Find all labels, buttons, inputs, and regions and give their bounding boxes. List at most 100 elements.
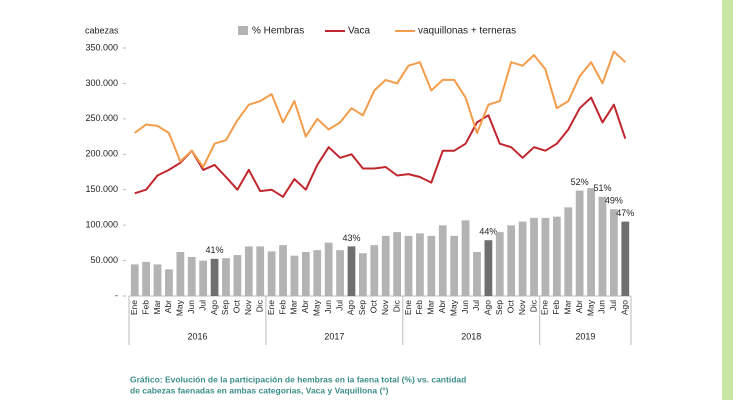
- x-tick-label: Sep: [494, 300, 504, 315]
- x-tick-label: Nov: [517, 299, 527, 315]
- caption: de cabezas faenadas en ambas categorías,…: [130, 385, 389, 395]
- bar: [621, 221, 630, 296]
- bar: [347, 246, 356, 296]
- x-tick-label: Jun: [597, 300, 607, 314]
- x-tick-label: Ago: [483, 300, 493, 315]
- year-label: 2019: [575, 331, 595, 341]
- bar: [404, 235, 413, 296]
- bar: [495, 232, 504, 296]
- bar: [598, 196, 607, 296]
- y-tick-label: 300.000: [85, 78, 118, 88]
- x-tick-label: Mar: [563, 300, 573, 315]
- data-label: 47%: [616, 208, 634, 218]
- legend-label: % Hembras: [252, 26, 304, 37]
- bar: [438, 225, 447, 296]
- bar: [564, 207, 573, 296]
- bar: [187, 256, 196, 296]
- x-tick-label: Feb: [414, 300, 424, 315]
- x-tick-label: Jul: [608, 300, 618, 311]
- line: [134, 50, 626, 168]
- x-tick-label: Jun: [460, 300, 470, 314]
- x-tick-label: Oct: [505, 299, 515, 313]
- x-tick-label: Dic: [528, 299, 538, 312]
- bar: [165, 269, 173, 296]
- bar: [279, 245, 287, 296]
- data-label: 49%: [605, 196, 623, 206]
- legend-label: vaquillonas + terneras: [418, 26, 516, 37]
- x-tick-label: Ago: [209, 300, 219, 315]
- bar: [461, 220, 470, 296]
- x-tick-label: Feb: [140, 300, 150, 315]
- x-tick-label: Oct: [369, 299, 379, 313]
- y-tick-label: -: [115, 290, 118, 300]
- x-tick-label: May: [175, 299, 185, 316]
- bar: [301, 251, 310, 296]
- bar: [130, 264, 139, 296]
- data-label: 41%: [206, 245, 224, 255]
- x-tick-label: Ago: [346, 300, 356, 315]
- x-tick-label: Abr: [300, 300, 310, 313]
- bar: [336, 250, 344, 296]
- x-tick-label: Mar: [152, 300, 162, 315]
- line: [134, 96, 627, 198]
- x-tick-label: Jul: [334, 300, 344, 311]
- bar: [530, 217, 538, 296]
- bar: [256, 246, 265, 296]
- bar: [484, 240, 493, 296]
- bar: [610, 209, 618, 296]
- x-tick-label: Mar: [426, 300, 436, 315]
- bar: [427, 235, 436, 296]
- x-tick-label: Ene: [403, 300, 413, 315]
- x-tick-label: Feb: [277, 300, 287, 315]
- x-tick-label: Sep: [220, 300, 230, 315]
- x-tick-label: Jun: [186, 300, 196, 314]
- bar: [324, 242, 333, 296]
- side-strip: [722, 0, 733, 400]
- x-tick-label: Nov: [380, 299, 390, 315]
- bar: [233, 255, 242, 296]
- y-tick-label: 100.000: [85, 220, 118, 230]
- data-label: 43%: [342, 233, 360, 243]
- year-label: 2018: [461, 331, 481, 341]
- x-tick-label: Sep: [357, 300, 367, 315]
- x-tick-label: Dic: [254, 299, 264, 312]
- year-label: 2017: [324, 331, 344, 341]
- bar: [541, 217, 550, 296]
- x-tick-label: Jul: [197, 300, 207, 311]
- x-tick-label: Ene: [129, 300, 139, 315]
- bar: [450, 235, 459, 296]
- bar: [552, 216, 561, 296]
- bar: [507, 225, 516, 296]
- bar: [370, 245, 379, 296]
- bar: [199, 260, 208, 296]
- x-tick-label: Ago: [620, 300, 630, 315]
- bar: [313, 250, 322, 296]
- bar: [290, 255, 299, 296]
- bar: [393, 232, 401, 296]
- bar: [210, 258, 219, 296]
- bar: [153, 264, 162, 296]
- bar: [222, 258, 230, 296]
- bar: [575, 190, 584, 296]
- y-tick-label: 50.000: [90, 255, 118, 265]
- y-tick-label: 250.000: [85, 113, 118, 123]
- x-tick-label: Mar: [289, 300, 299, 315]
- bar: [359, 253, 367, 296]
- bar: [267, 251, 276, 296]
- x-tick-label: Ene: [540, 300, 550, 315]
- x-tick-label: Nov: [243, 299, 253, 315]
- x-tick-label: Abr: [437, 300, 447, 313]
- x-tick-label: Feb: [551, 300, 561, 315]
- y-axis-label: cabezas: [85, 25, 119, 35]
- year-label: 2016: [187, 331, 207, 341]
- data-label: 44%: [479, 227, 497, 237]
- x-tick-label: Jun: [323, 300, 333, 314]
- bar: [473, 251, 481, 296]
- bar: [176, 251, 185, 296]
- x-tick-label: Abr: [574, 300, 584, 313]
- bar: [244, 246, 253, 296]
- legend-label: Vaca: [348, 26, 370, 37]
- bar: [587, 188, 595, 296]
- legend-swatch: [238, 26, 248, 35]
